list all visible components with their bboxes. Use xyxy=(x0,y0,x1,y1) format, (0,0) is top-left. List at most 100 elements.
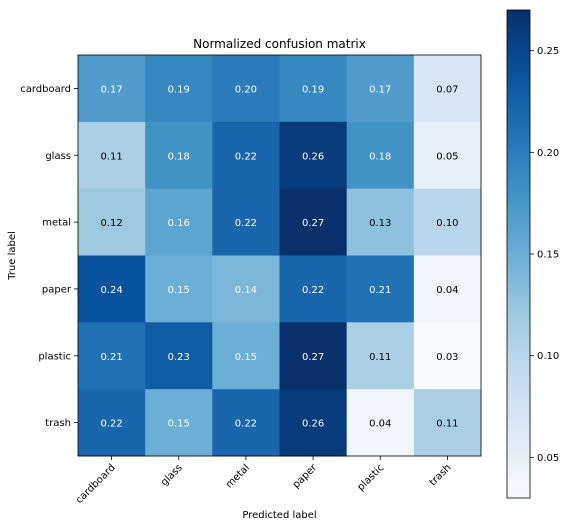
x-tick-label: plastic xyxy=(355,462,386,493)
heatmap-cell xyxy=(279,188,348,256)
heatmap-cell xyxy=(346,389,415,457)
cell-value-label: 0.12 xyxy=(100,218,122,229)
heatmap-cell xyxy=(145,121,213,190)
plot-frame xyxy=(77,54,482,457)
cell-value-label: 0.21 xyxy=(369,285,391,296)
heatmap-cell xyxy=(413,255,482,323)
cell-value-label: 0.20 xyxy=(235,84,257,95)
cell-value-label: 0.22 xyxy=(235,218,257,229)
heatmap-cell xyxy=(78,322,146,390)
cell-value-label: 0.05 xyxy=(436,151,458,162)
cell-value-label: 0.22 xyxy=(302,285,324,296)
cell-value-label: 0.14 xyxy=(235,285,257,296)
y-tick-label: metal xyxy=(42,218,71,229)
heatmap-cell xyxy=(279,322,348,390)
cell-value-label: 0.07 xyxy=(436,84,458,95)
cell-value-label: 0.17 xyxy=(100,84,122,95)
heatmap-cell xyxy=(346,322,415,390)
heatmap-cell xyxy=(212,121,280,190)
cell-value-label: 0.17 xyxy=(369,84,391,95)
colorbar: 0.05 0.10 0.15 0.20 0.25 xyxy=(506,9,559,499)
cell-value-label: 0.22 xyxy=(235,419,257,430)
chart-title: Normalized confusion matrix xyxy=(193,37,366,51)
cell-value-label: 0.04 xyxy=(369,419,391,430)
heatmap-cell xyxy=(279,389,348,457)
x-tick-label: metal xyxy=(224,462,252,490)
heatmap-cell xyxy=(413,389,482,457)
heatmap-value-labels: 0.17 0.19 0.20 0.19 0.17 0.07 0.11 0.18 0.22 0.26… xyxy=(100,84,458,429)
y-axis-label: True label xyxy=(7,231,18,281)
colorbar-tick-label: 0.10 xyxy=(537,351,559,362)
cell-value-label: 0.03 xyxy=(436,352,458,363)
heatmap-cell xyxy=(212,188,280,256)
heatmap-cell xyxy=(78,188,146,256)
cell-value-label: 0.22 xyxy=(235,151,257,162)
cell-value-label: 0.22 xyxy=(100,419,122,430)
heatmap-cell xyxy=(413,322,482,390)
cell-value-label: 0.24 xyxy=(100,285,122,296)
cell-value-label: 0.16 xyxy=(168,218,190,229)
x-tick-label: glass xyxy=(159,462,185,488)
heatmap-cell xyxy=(78,389,146,457)
colorbar-gradient xyxy=(506,9,531,499)
cell-value-label: 0.27 xyxy=(302,218,324,229)
heatmap-cell xyxy=(212,55,280,123)
heatmap-cell xyxy=(212,389,280,457)
cell-value-label: 0.11 xyxy=(369,352,391,363)
heatmap-cell xyxy=(346,55,415,123)
heatmap-cell xyxy=(78,121,146,190)
colorbar-tick-label: 0.15 xyxy=(537,250,559,261)
heatmap-cell xyxy=(279,121,348,190)
heatmap-cell xyxy=(145,322,213,390)
y-tick-label: cardboard xyxy=(20,84,71,95)
heatmap-cell xyxy=(413,55,482,123)
heatmap-cell xyxy=(413,121,482,190)
cell-value-label: 0.19 xyxy=(168,84,190,95)
colorbar-tick-label: 0.25 xyxy=(537,46,559,57)
x-tick-label: cardboard xyxy=(74,462,118,506)
heatmap-cell xyxy=(346,255,415,323)
heatmap-cells xyxy=(78,55,482,457)
colorbar-tick-label: 0.20 xyxy=(537,148,559,159)
cell-value-label: 0.27 xyxy=(302,352,324,363)
cell-value-label: 0.15 xyxy=(235,352,257,363)
heatmap-cell xyxy=(145,255,213,323)
cell-value-label: 0.26 xyxy=(302,151,324,162)
cell-value-label: 0.26 xyxy=(302,419,324,430)
heatmap-cell xyxy=(346,188,415,256)
cell-value-label: 0.10 xyxy=(436,218,458,229)
cell-value-label: 0.19 xyxy=(302,84,324,95)
colorbar-tick-label: 0.05 xyxy=(537,453,559,464)
heatmap-cell xyxy=(78,55,146,123)
heatmap-cell xyxy=(212,322,280,390)
cell-value-label: 0.11 xyxy=(436,419,458,430)
heatmap-cell xyxy=(78,255,146,323)
heatmap-cell xyxy=(346,121,415,190)
heatmap-cell xyxy=(413,188,482,256)
cell-value-label: 0.15 xyxy=(168,285,190,296)
heatmap-cell xyxy=(145,188,213,256)
cell-value-label: 0.15 xyxy=(168,419,190,430)
heatmap-cell xyxy=(279,55,348,123)
x-axis-ticks: cardboard glass metal paper plastic trash xyxy=(74,456,454,506)
y-axis-ticks: cardboard glass metal paper plastic trash xyxy=(20,84,78,429)
colorbar-ticks: 0.05 0.10 0.15 0.20 0.25 xyxy=(530,46,559,464)
heatmap-cell xyxy=(145,55,213,123)
x-tick-label: trash xyxy=(428,462,454,488)
cell-value-label: 0.21 xyxy=(100,352,122,363)
heatmap-cell xyxy=(279,255,348,323)
x-axis-label: Predicted label xyxy=(242,510,316,521)
y-tick-label: trash xyxy=(45,418,71,429)
heatmap-cell xyxy=(145,389,213,457)
y-tick-label: plastic xyxy=(38,351,71,362)
cell-value-label: 0.04 xyxy=(436,285,458,296)
y-tick-label: glass xyxy=(45,151,71,162)
y-tick-label: paper xyxy=(42,284,72,295)
x-tick-label: paper xyxy=(291,462,320,491)
cell-value-label: 0.13 xyxy=(369,218,391,229)
heatmap-cell xyxy=(212,255,280,323)
cell-value-label: 0.18 xyxy=(369,151,391,162)
cell-value-label: 0.11 xyxy=(100,151,122,162)
cell-value-label: 0.23 xyxy=(168,352,190,363)
